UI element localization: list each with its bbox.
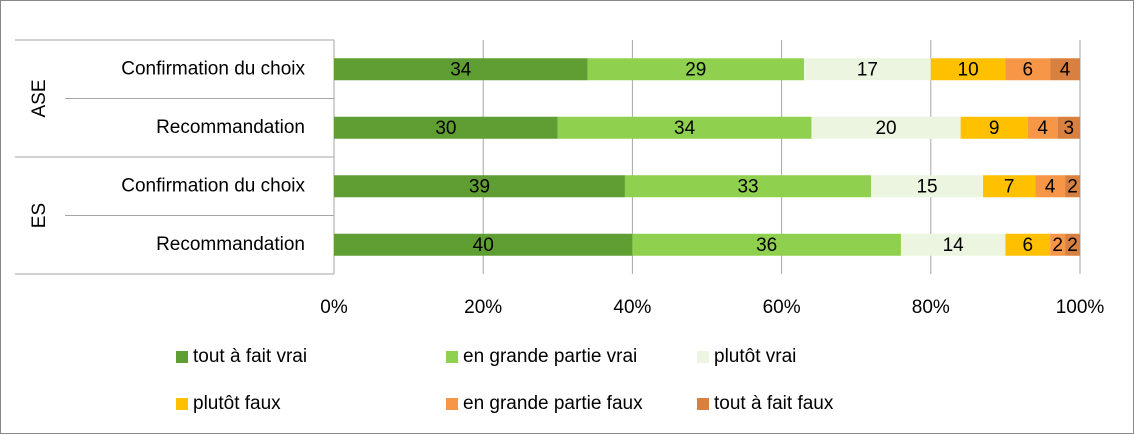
data-label: 6	[1022, 59, 1033, 80]
bar-segment	[1005, 233, 1051, 256]
data-label: 2	[1052, 235, 1063, 256]
x-tick-label: 40%	[613, 297, 651, 318]
category-label: Recommandation	[156, 117, 305, 138]
data-label: 40	[473, 235, 494, 256]
group-label: ES	[29, 203, 50, 228]
data-label: 33	[737, 176, 758, 197]
bar-segment	[803, 58, 931, 81]
bar-segment	[334, 233, 633, 256]
category-label: Confirmation du choix	[121, 58, 305, 79]
data-label: 7	[1004, 176, 1015, 197]
legend-swatch	[446, 351, 458, 363]
data-label: 20	[875, 118, 896, 139]
data-label: 4	[1045, 176, 1056, 197]
bar-segment	[624, 175, 872, 198]
data-label: 3	[1064, 118, 1075, 139]
bar-segment	[557, 116, 812, 139]
bar-segment	[334, 58, 588, 81]
bar-segment	[1027, 116, 1058, 139]
bar-segment	[1005, 58, 1051, 81]
group-label: ASE	[29, 79, 50, 117]
data-label: 29	[685, 59, 706, 80]
data-label: 30	[435, 118, 456, 139]
data-label: 14	[943, 235, 965, 256]
bar-segment	[930, 58, 1006, 81]
data-label: 39	[469, 176, 490, 197]
data-label: 2	[1067, 176, 1078, 197]
data-label: 10	[958, 59, 979, 80]
bar-segment	[1035, 175, 1066, 198]
bar-segment	[960, 116, 1028, 139]
bar-segment	[1050, 58, 1080, 81]
legend-label: tout à fait faux	[714, 393, 834, 414]
legend-swatch	[176, 351, 188, 363]
data-label: 36	[756, 235, 777, 256]
data-label: 4	[1037, 118, 1048, 139]
data-label: 34	[674, 118, 696, 139]
legend-swatch	[446, 398, 458, 410]
category-label: Confirmation du choix	[121, 175, 305, 196]
legend-label: en grande partie vrai	[463, 346, 637, 367]
data-label: 15	[916, 176, 937, 197]
legend-label: tout à fait vrai	[193, 346, 307, 367]
bar-segment	[871, 175, 984, 198]
data-label: 2	[1067, 235, 1078, 256]
bar-segment	[334, 175, 625, 198]
bar-segment	[983, 175, 1036, 198]
x-tick-label: 100%	[1056, 297, 1105, 318]
category-label: Recommandation	[156, 234, 305, 255]
legend-label: plutôt vrai	[714, 346, 796, 367]
legend-swatch	[176, 398, 188, 410]
x-tick-label: 0%	[320, 297, 348, 318]
legend-swatch	[697, 398, 709, 410]
data-label: 6	[1022, 235, 1033, 256]
bar-segment	[632, 233, 901, 256]
x-tick-label: 20%	[464, 297, 502, 318]
bar-segment	[1065, 175, 1080, 198]
x-tick-label: 80%	[912, 297, 950, 318]
legend-label: plutôt faux	[193, 393, 281, 414]
bar-segment	[900, 233, 1006, 256]
legend-swatch	[697, 351, 709, 363]
x-tick-label: 60%	[763, 297, 801, 318]
data-label: 34	[450, 59, 472, 80]
data-label: 17	[857, 59, 878, 80]
bar-segment	[334, 116, 558, 139]
bar-segment	[1057, 116, 1080, 139]
bar-segment	[1050, 233, 1066, 256]
bar-segment	[811, 116, 961, 139]
legend-label: en grande partie faux	[463, 393, 643, 414]
bar-segment	[1065, 233, 1080, 256]
bar-segment	[587, 58, 804, 81]
data-label: 4	[1060, 59, 1071, 80]
data-label: 9	[989, 118, 1000, 139]
